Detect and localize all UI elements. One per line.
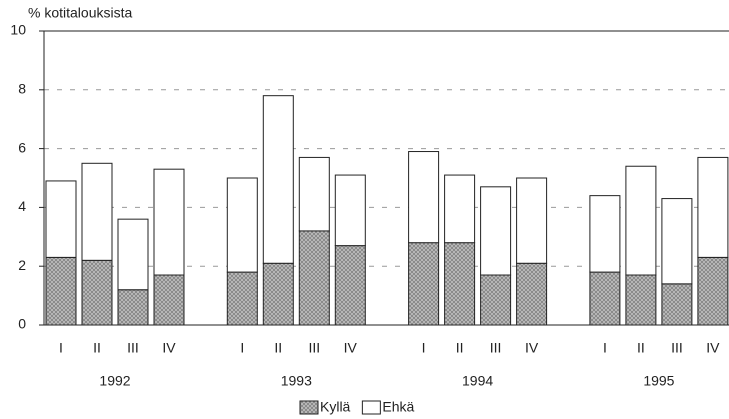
bar-segment [444,242,476,326]
bar-segment [697,256,729,326]
bar-segment [408,242,440,326]
x-tick-label: I [59,340,63,356]
bar-segment [81,259,113,326]
bar-segment [45,180,77,258]
bar-segment [589,271,621,326]
legend-swatch [299,400,319,415]
y-tick-label: 4 [18,198,26,214]
legend-label: Ehkä [382,399,414,415]
bar-segment [516,262,548,326]
bar-segment [262,262,294,326]
bar-segment [117,218,149,291]
y-tick-label: 10 [10,22,26,38]
x-tick-label: III [671,340,683,356]
bar-segment [480,186,512,276]
bar-segment [516,177,548,264]
x-tick-label: I [603,340,607,356]
bar-segment [262,95,294,264]
legend-label: Kyllä [320,399,351,415]
group-label: 1992 [99,373,130,389]
x-tick-label: II [456,340,464,356]
bar-segment [408,151,440,244]
y-tick-label: 2 [18,257,26,273]
group-label: 1993 [281,373,312,389]
bar-segment [117,289,149,326]
x-tick-label: IV [162,340,176,356]
bar-segment [81,162,113,261]
y-tick-label: 8 [18,81,26,97]
bar-segment [444,174,476,244]
bar-segment [226,177,258,273]
bar-segment [153,168,185,276]
bar-segment [298,156,330,232]
bar-segment [334,245,366,326]
x-tick-label: III [127,340,139,356]
y-tick-label: 0 [18,316,26,332]
x-tick-label: I [422,340,426,356]
bar-segment [45,256,77,326]
legend-swatch [361,400,381,415]
bar-segment [589,195,621,273]
y-axis-label: % kotitalouksista [28,5,132,21]
bar-segment [625,165,657,276]
x-tick-label: II [93,340,101,356]
x-tick-label: IV [344,340,358,356]
bar-segment [298,230,330,326]
bar-segment [697,156,729,258]
bar-segment [226,271,258,326]
x-tick-label: II [274,340,282,356]
x-tick-label: III [490,340,502,356]
bar-segment [625,274,657,326]
bar-segment [480,274,512,326]
x-tick-label: IV [525,340,539,356]
bar-segment [334,174,366,247]
y-tick-label: 6 [18,139,26,155]
bar-segment [153,274,185,326]
x-tick-label: II [637,340,645,356]
bar-segment [661,198,693,285]
bar-segment [661,283,693,326]
group-label: 1994 [462,373,493,389]
x-tick-label: I [240,340,244,356]
x-tick-label: III [308,340,320,356]
x-tick-label: IV [706,340,720,356]
group-label: 1995 [643,373,674,389]
